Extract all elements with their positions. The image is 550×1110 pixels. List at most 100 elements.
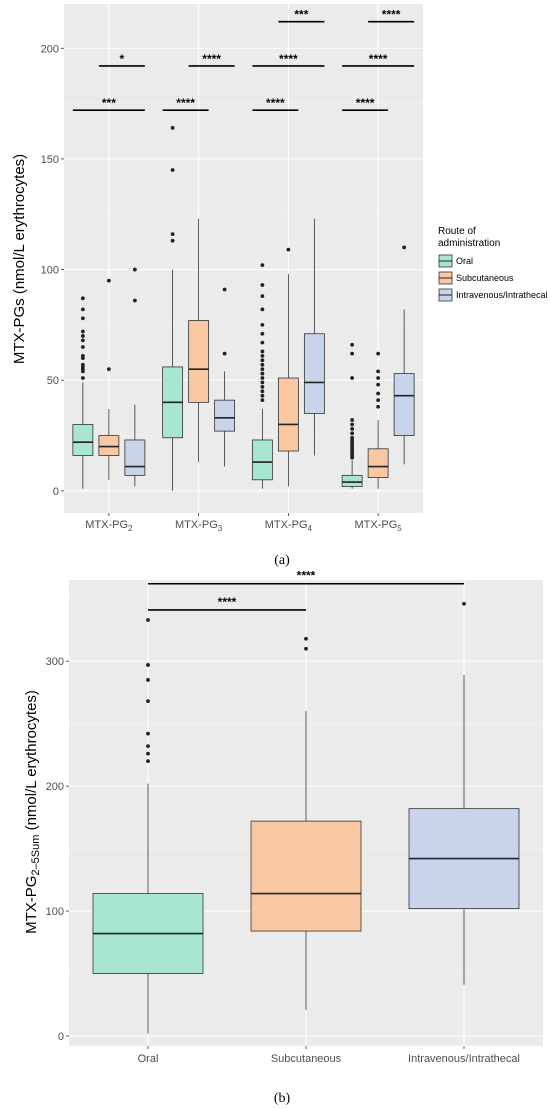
- box-g3-s1-box: [367, 448, 389, 478]
- panel-a-label: (a): [274, 553, 290, 568]
- box-g0-s1-outlier: [106, 278, 111, 283]
- box-0-outlier: [146, 699, 150, 704]
- significance-label: ****: [279, 52, 298, 66]
- box-g0-s1: [98, 278, 120, 480]
- x-tick-label: MTX-PG2: [85, 519, 133, 533]
- box-g2-s0-outlier: [260, 283, 265, 287]
- box-g0-s0-box: [72, 424, 94, 456]
- box-g3-s0-outlier: [350, 376, 355, 380]
- panel-a-plot-background: [64, 4, 423, 513]
- box-g0-s0-outlier: [80, 307, 85, 312]
- panel-a-y-axis-title: MTX-PGs (nmol/L erythrocytes): [11, 154, 28, 364]
- significance-label: ****: [266, 96, 285, 110]
- box-0-outlier: [146, 744, 150, 749]
- box-0-outlier: [146, 663, 150, 667]
- y-tick-label: 0: [53, 486, 59, 498]
- box-g0-s0-outlier: [80, 334, 85, 338]
- panel-b-y-axis-title: MTX-PG2–5Sum (nmol/L erythrocytes): [23, 690, 42, 934]
- box-g3-s2-outlier: [402, 245, 407, 250]
- box-g2-s1-box: [277, 377, 299, 452]
- box-g3-s0: [341, 342, 363, 489]
- significance-label: ***: [294, 8, 308, 22]
- box-g0-s0-outlier: [80, 296, 85, 301]
- box-g2-s0-outlier: [260, 358, 265, 363]
- panel-b-chart: **** **** 0 100 200 300 Oral Subcutaneous Intr…: [23, 569, 543, 1065]
- box-g0-s0-outlier: [80, 376, 85, 380]
- box-g0-s2-box: [124, 439, 146, 476]
- box-g1-s1: [188, 218, 210, 463]
- box-g0-s0-outlier: [80, 329, 85, 334]
- legend-item: Subcutaneous: [438, 271, 514, 285]
- box-0-outlier: [146, 751, 150, 756]
- box-0-outlier: [146, 759, 150, 764]
- box-g2-s0-outlier: [260, 389, 265, 394]
- x-tick-label: MTX-PG5: [355, 519, 403, 533]
- box-g2-s0-outlier: [260, 322, 265, 327]
- box-g2-s0-outlier: [260, 349, 265, 354]
- y-tick-label: 200: [41, 43, 59, 55]
- box-g1-s2-outlier: [222, 351, 227, 356]
- significance-label: ****: [202, 52, 221, 66]
- legend-item: Intravenous/Intrathecal: [438, 288, 548, 302]
- y-tick-label: 0: [58, 1031, 64, 1043]
- box-g2-s0-outlier: [260, 362, 265, 367]
- box-g3-s0-box: [341, 474, 363, 487]
- box-g2-s0-outlier: [260, 353, 265, 358]
- box-g1-s1-box: [188, 320, 210, 403]
- y-tick-label: 50: [47, 375, 59, 387]
- box-0-outlier: [146, 678, 150, 682]
- box-g2-s0-outlier: [260, 307, 265, 312]
- box-g0-s2-outlier: [132, 267, 137, 272]
- box-1: [250, 636, 362, 1010]
- x-tick-label: MTX-PG3: [175, 519, 223, 533]
- legend-item: Oral: [438, 254, 473, 268]
- box-g1-s0-outlier: [170, 126, 175, 130]
- significance-label: ****: [356, 96, 375, 110]
- y-tick-label: 300: [46, 656, 64, 668]
- significance-label: *: [120, 52, 125, 66]
- box-g3-s1: [367, 351, 389, 489]
- box-g1-s2: [214, 287, 236, 467]
- box-g0-s0-outlier: [80, 353, 85, 358]
- y-tick-label: 100: [41, 265, 59, 277]
- panel-b-y-ticks: 0 100 200 300: [46, 656, 69, 1043]
- box-0-outlier: [146, 731, 150, 736]
- box-g3-s2: [393, 245, 415, 465]
- legend-title-line1: Route of: [438, 226, 476, 237]
- box-g3-s0-outlier: [350, 422, 355, 427]
- y-tick-label: 150: [41, 154, 59, 166]
- x-tick-label: MTX-PG4: [265, 519, 313, 533]
- box-g2-s0-outlier: [260, 371, 265, 376]
- box-g2-s0-outlier: [260, 380, 265, 385]
- box-g3-s1-outlier: [376, 404, 381, 409]
- box-g0-s2-outlier: [132, 298, 137, 303]
- box-g3-s2-box: [393, 373, 415, 436]
- box-g3-s1-outlier: [376, 376, 381, 380]
- box-g3-s1-outlier: [376, 369, 381, 374]
- box-1-box: [250, 820, 362, 932]
- box-g1-s0-outlier: [170, 238, 175, 243]
- box-g3-s0-outlier: [350, 418, 355, 422]
- panel-a-y-ticks: 0 50 100 150 200: [41, 43, 64, 498]
- significance-label: ****: [218, 595, 237, 609]
- box-g2-s1: [277, 247, 299, 487]
- box-g3-s0-outlier: [350, 427, 355, 431]
- legend-title-line2: administration: [438, 238, 500, 249]
- panel-a-x-ticks: MTX-PG2 MTX-PG3 MTX-PG4 MTX-PG5: [85, 513, 402, 533]
- box-g3-s0-outlier: [350, 342, 355, 347]
- panel-a-significance: ***********************************: [72, 8, 415, 112]
- significance-label: ****: [382, 8, 401, 22]
- x-tick-label: Oral: [138, 1053, 159, 1065]
- box-g2-s0-outlier: [260, 294, 265, 299]
- panel-b-boxes: [92, 601, 520, 1034]
- legend-label: Intravenous/Intrathecal: [456, 290, 548, 300]
- box-g3-s0-outlier: [350, 435, 355, 440]
- box-g2-s1-outlier: [286, 247, 291, 252]
- significance-label: ****: [297, 569, 316, 583]
- box-1-outlier: [304, 646, 308, 651]
- box-g3-s1-outlier: [376, 398, 381, 403]
- box-g0-s2: [124, 267, 146, 487]
- box-g0-s0-outlier: [80, 362, 85, 367]
- box-g3-s0-outlier: [350, 351, 355, 356]
- box-g2-s0-outlier: [260, 384, 265, 389]
